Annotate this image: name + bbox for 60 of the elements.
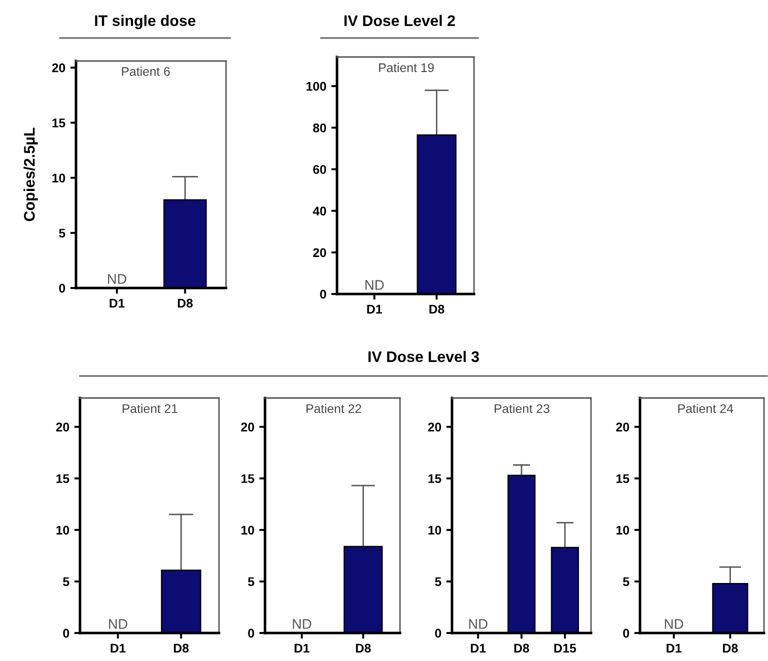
x-tick-label: D15	[554, 644, 576, 653]
y-axis-title: Copies/2.5µL	[24, 128, 38, 222]
y-tick-label: 0	[435, 628, 442, 638]
y-tick-label: 15	[428, 474, 442, 484]
y-tick-label: 10	[616, 526, 630, 535]
x-tick-label: D8	[174, 644, 189, 653]
annotation: ND	[365, 280, 384, 290]
y-tick-label: 40	[312, 206, 326, 216]
y-tick-label: 20	[241, 422, 254, 432]
y-tick-label: 20	[616, 422, 630, 432]
x-tick-label: D1	[110, 644, 126, 652]
x-tick-label: D8	[178, 298, 193, 308]
y-tick-label: 0	[623, 628, 630, 638]
x-tick-label: D1	[470, 644, 486, 652]
y-tick-label: 10	[241, 526, 254, 535]
annotation: Patient 19	[379, 62, 434, 72]
y-tick-label: 5	[623, 577, 630, 586]
y-tick-label: 0	[59, 284, 66, 293]
y-tick-label: 15	[52, 118, 66, 128]
x-tick-label: D8	[723, 644, 738, 653]
y-tick-label: 5	[59, 228, 66, 238]
y-tick-label: 5	[435, 577, 442, 586]
x-tick-label: D1	[367, 304, 382, 314]
y-tick-label: 0	[63, 628, 70, 638]
annotation: Patient 6	[122, 66, 170, 76]
y-tick-label: 10	[52, 174, 66, 182]
annotation: ND	[469, 619, 488, 629]
y-tick-label: 60	[313, 165, 326, 174]
y-tick-label: 80	[313, 123, 326, 132]
annotation: ND	[108, 274, 126, 284]
x-tick-label: D1	[294, 644, 310, 652]
annotation: ND	[109, 619, 128, 629]
annotation: ND	[292, 619, 312, 629]
chart-title: IV Dose Level 2	[344, 14, 455, 26]
x-tick-label: D8	[356, 644, 371, 653]
x-tick-label: D8	[514, 644, 530, 653]
y-tick-label: 10	[428, 526, 442, 535]
chart-title: IT single dose	[95, 14, 196, 30]
y-tick-label: 20	[313, 248, 326, 258]
annotation: Patient 21	[122, 404, 178, 414]
y-tick-label: 100	[306, 82, 326, 91]
y-tick-label: 5	[248, 577, 254, 586]
x-tick-label: D8	[429, 304, 444, 314]
annotation: Patient 23	[494, 404, 550, 414]
x-tick-label: D1	[110, 298, 125, 308]
annotation: Patient 22	[306, 404, 362, 414]
y-tick-label: 0	[248, 628, 254, 638]
y-tick-label: 20	[52, 63, 66, 72]
x-tick-label: D1	[666, 644, 682, 652]
annotation: Patient 24	[678, 404, 734, 414]
y-tick-label: 15	[616, 474, 630, 484]
y-tick-label: 15	[56, 474, 70, 484]
y-tick-label: 0	[320, 290, 326, 299]
y-tick-label: 15	[241, 474, 254, 484]
annotation: ND	[664, 619, 684, 629]
y-tick-label: 20	[56, 422, 70, 432]
y-tick-label: 10	[56, 526, 70, 535]
y-tick-label: 20	[428, 422, 442, 432]
y-tick-label: 5	[63, 577, 70, 586]
text: IV Dose Level 3	[368, 350, 479, 362]
